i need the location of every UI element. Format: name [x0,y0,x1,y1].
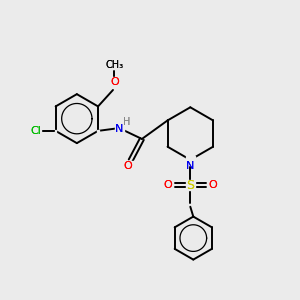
Text: S: S [186,179,194,192]
Text: H: H [123,117,131,127]
Bar [208,181,217,189]
Bar [126,161,135,169]
Bar [185,181,195,190]
Text: N: N [186,161,194,171]
Text: O: O [164,180,172,190]
Bar [110,77,119,86]
Text: O: O [208,180,217,190]
Text: N: N [116,124,124,134]
Bar [185,156,195,164]
Text: O: O [164,180,172,190]
Text: O: O [110,76,119,87]
Text: O: O [208,180,217,190]
Text: Cl: Cl [31,126,42,136]
Text: CH₃: CH₃ [105,60,124,70]
Bar [31,127,41,135]
Text: S: S [186,179,194,192]
Bar [116,124,124,133]
Text: N: N [116,124,124,134]
Text: O: O [124,161,133,171]
Bar [97,130,99,132]
Text: H: H [123,117,131,127]
Text: Cl: Cl [31,126,42,136]
Text: N: N [186,161,194,171]
Text: O: O [110,76,119,87]
Bar [164,181,172,189]
Text: O: O [124,161,133,171]
Bar [55,130,56,132]
Text: CH₃: CH₃ [105,60,124,70]
